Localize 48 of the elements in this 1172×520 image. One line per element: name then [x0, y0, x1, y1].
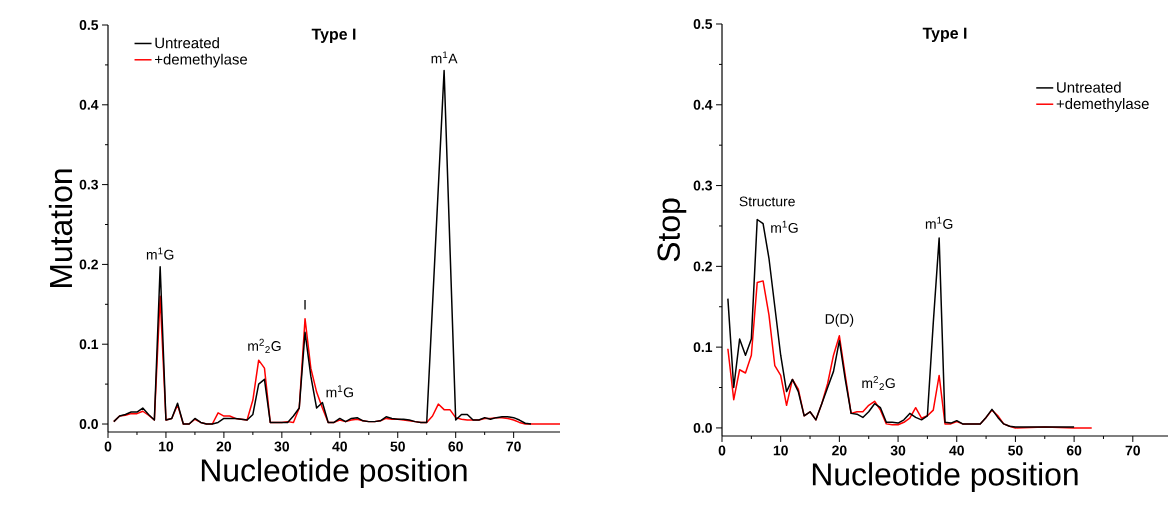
annotation: m$^{2}$$_{2}$G	[862, 375, 895, 391]
annotation: m$^{1}$G	[925, 216, 953, 229]
x-tick-label: 40	[949, 445, 964, 456]
y-tick-label: 0.3	[693, 180, 712, 191]
y-tick-label: 0.1	[79, 339, 99, 350]
annotation: Structure	[739, 196, 795, 207]
legend-label: +demethylase	[155, 53, 248, 68]
x-tick-label: 0	[104, 441, 112, 452]
y-tick-label: 0.0	[693, 422, 712, 433]
x-tick-label: 60	[1066, 445, 1082, 456]
y-tick-label: 0.4	[79, 99, 99, 110]
legend-label: Untreated	[155, 37, 219, 49]
x-axis-title: Nucleotide position	[201, 458, 467, 488]
x-tick-label: 30	[274, 441, 290, 452]
y-tick-label: 0.4	[693, 99, 713, 110]
x-tick-label: 70	[506, 441, 521, 452]
chart-title: Type I	[311, 28, 356, 43]
y-tick-label: 0.2	[79, 259, 98, 270]
x-tick-label: 10	[159, 441, 174, 452]
legend-label: +demethylase	[1056, 98, 1149, 112]
x-tick-label: 30	[890, 445, 906, 456]
x-tick-label: 60	[448, 441, 463, 452]
x-axis-title: Nucleotide position	[812, 462, 1078, 492]
y-axis-title: Mutation	[48, 169, 73, 288]
x-tick-label: 10	[773, 445, 788, 456]
y-tick-label: 0.0	[79, 419, 98, 429]
annotation: m$^{1}$G	[771, 220, 798, 233]
annotation: I	[304, 299, 306, 310]
chart-title: Type I	[922, 27, 967, 42]
x-tick-label: 40	[332, 441, 347, 452]
y-tick-label: 0.1	[693, 342, 713, 353]
legend-label: Untreated	[1057, 81, 1121, 93]
y-tick-label: 0.5	[79, 20, 99, 30]
annotation: m$^{1}$G	[326, 385, 353, 398]
annotation: D(D)	[825, 313, 854, 327]
annotation: m$^{2}$$_{2}$G	[248, 338, 281, 353]
x-tick-label: 0	[718, 445, 726, 456]
annotation: m$^{1}$G	[146, 247, 174, 260]
y-tick-label: 0.3	[79, 179, 98, 190]
x-tick-label: 50	[1008, 445, 1023, 456]
y-axis-title: Stop	[657, 198, 687, 262]
x-tick-label: 50	[390, 441, 405, 452]
y-tick-label: 0.2	[693, 261, 712, 272]
y-tick-label: 0.5	[693, 19, 713, 29]
x-tick-label: 70	[1125, 445, 1140, 456]
x-tick-label: 20	[216, 441, 232, 452]
x-tick-label: 20	[832, 445, 847, 456]
annotation: m$^{1}$A	[431, 51, 458, 64]
